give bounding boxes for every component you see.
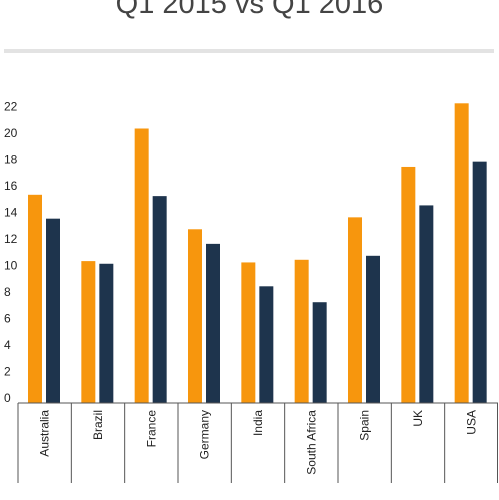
bar-series-1 [81, 261, 96, 403]
y-tick-label: 6 [4, 311, 11, 325]
y-tick-label: 2 [4, 364, 11, 378]
bar-series-2 [366, 255, 380, 403]
bar-series-1 [28, 194, 42, 403]
y-tick-label: 14 [4, 205, 18, 219]
bar-series-1 [294, 259, 309, 403]
bar-series-1 [188, 229, 202, 403]
x-tick-label: Australia [38, 410, 52, 457]
bar-series-2 [46, 218, 60, 403]
bar-series-1 [134, 128, 149, 403]
bar-series-2 [99, 263, 114, 403]
x-tick-label: South Africa [304, 410, 318, 475]
x-tick-label: UK [411, 410, 425, 427]
bar-series-2 [206, 243, 220, 403]
y-tick-label: 4 [4, 338, 11, 352]
x-tick-label: Brazil [91, 410, 105, 440]
bar-series-1 [348, 217, 362, 403]
y-tick-label: 0 [4, 391, 11, 405]
y-tick-label: 20 [4, 126, 18, 140]
bar-series-2 [152, 196, 167, 403]
bar-series-1 [401, 166, 416, 403]
bar-series-2 [419, 205, 434, 403]
y-tick-label: 10 [4, 258, 18, 272]
y-axis-ticks: 0 2 4 6 8 10 12 14 16 18 20 22 [4, 99, 18, 405]
bar-series-1 [454, 103, 469, 403]
bar-series-1 [241, 262, 256, 403]
bar-series-2 [259, 286, 274, 403]
x-tick-label: Spain [358, 410, 372, 441]
y-tick-label: 8 [4, 285, 11, 299]
y-tick-label: 22 [4, 99, 18, 113]
y-tick-label: 12 [4, 232, 18, 246]
title-divider [4, 49, 494, 53]
bars-group [28, 103, 487, 403]
x-tick-label: Germany [198, 410, 212, 459]
bar-series-2 [472, 161, 487, 403]
x-axis: Australia Brazil France Germany India South A… [17, 402, 498, 483]
chart-title-line: Q1 2015 vs Q1 2016 [115, 0, 384, 20]
chart-title: Q1 2015 vs Q1 2016 [0, 0, 499, 22]
x-tick-label: USA [464, 410, 478, 435]
y-tick-label: 18 [4, 152, 18, 166]
x-tick-label: France [144, 410, 158, 448]
bar-series-2 [312, 302, 327, 403]
x-tick-label: India [251, 410, 265, 436]
y-tick-label: 16 [4, 179, 18, 193]
